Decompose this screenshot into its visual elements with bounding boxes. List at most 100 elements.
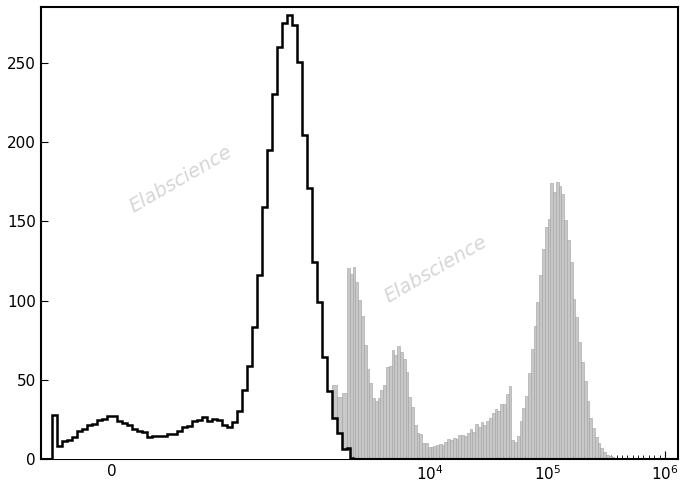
- Bar: [262, 207, 267, 460]
- Bar: [431, 447, 433, 460]
- Bar: [469, 429, 473, 460]
- Bar: [72, 456, 78, 460]
- Bar: [257, 275, 262, 460]
- Bar: [158, 436, 162, 460]
- Bar: [67, 457, 72, 460]
- Bar: [302, 401, 307, 460]
- Bar: [212, 434, 217, 460]
- Bar: [614, 458, 617, 460]
- Bar: [332, 418, 337, 460]
- Bar: [192, 434, 197, 460]
- Bar: [514, 442, 517, 460]
- Bar: [112, 416, 118, 460]
- Bar: [262, 423, 267, 460]
- Bar: [212, 419, 217, 460]
- Bar: [67, 440, 72, 460]
- Bar: [292, 404, 297, 460]
- Bar: [564, 220, 567, 460]
- Bar: [367, 369, 369, 460]
- Bar: [350, 458, 352, 460]
- Bar: [422, 443, 425, 460]
- Bar: [287, 15, 292, 460]
- Bar: [572, 299, 575, 460]
- Bar: [583, 381, 587, 460]
- Bar: [167, 435, 172, 460]
- Bar: [481, 422, 484, 460]
- Bar: [277, 47, 282, 460]
- Bar: [252, 428, 257, 460]
- Bar: [464, 436, 466, 460]
- Bar: [87, 425, 92, 460]
- Bar: [152, 439, 158, 460]
- Bar: [433, 446, 436, 460]
- Bar: [127, 446, 132, 460]
- Bar: [556, 182, 559, 460]
- Bar: [257, 421, 262, 460]
- Bar: [118, 421, 122, 460]
- Bar: [567, 240, 570, 460]
- Bar: [570, 262, 572, 460]
- Bar: [87, 455, 92, 460]
- Bar: [72, 437, 78, 460]
- Bar: [606, 455, 609, 460]
- Bar: [63, 452, 67, 460]
- Bar: [590, 417, 592, 460]
- Bar: [272, 95, 277, 460]
- Bar: [122, 444, 127, 460]
- Bar: [312, 390, 317, 460]
- Text: Elabscience: Elabscience: [126, 142, 236, 216]
- Bar: [592, 428, 595, 460]
- Bar: [292, 25, 297, 460]
- Bar: [495, 409, 497, 460]
- Bar: [207, 435, 212, 460]
- Bar: [350, 274, 352, 460]
- Bar: [478, 427, 481, 460]
- Bar: [83, 429, 87, 460]
- Bar: [461, 435, 464, 460]
- Bar: [455, 439, 458, 460]
- Bar: [475, 424, 478, 460]
- Bar: [578, 342, 581, 460]
- Bar: [503, 404, 506, 460]
- Bar: [559, 186, 561, 460]
- Bar: [138, 440, 142, 460]
- Bar: [272, 419, 277, 460]
- Bar: [207, 420, 212, 460]
- Bar: [162, 437, 167, 460]
- Bar: [58, 446, 63, 460]
- Bar: [307, 188, 312, 460]
- Bar: [252, 326, 257, 460]
- Bar: [595, 437, 598, 460]
- Bar: [453, 438, 455, 460]
- Bar: [420, 434, 422, 460]
- Bar: [98, 453, 103, 460]
- Bar: [372, 398, 375, 460]
- Bar: [444, 442, 447, 460]
- Bar: [167, 440, 172, 460]
- Bar: [197, 437, 202, 460]
- Bar: [484, 425, 486, 460]
- Bar: [152, 436, 158, 460]
- Bar: [450, 441, 453, 460]
- Bar: [297, 62, 302, 460]
- Bar: [545, 227, 548, 460]
- Bar: [232, 431, 237, 460]
- Bar: [242, 390, 247, 460]
- Bar: [192, 421, 197, 460]
- Bar: [473, 432, 475, 460]
- Bar: [506, 394, 508, 460]
- Bar: [397, 346, 400, 460]
- Bar: [327, 392, 332, 460]
- Bar: [187, 435, 192, 460]
- Bar: [391, 350, 394, 460]
- Bar: [400, 352, 402, 460]
- Bar: [83, 455, 87, 460]
- Bar: [232, 422, 237, 460]
- Bar: [202, 416, 207, 460]
- Bar: [417, 433, 420, 460]
- Bar: [78, 431, 83, 460]
- Bar: [581, 362, 583, 460]
- Bar: [103, 452, 107, 460]
- Bar: [436, 444, 439, 460]
- Bar: [539, 275, 542, 460]
